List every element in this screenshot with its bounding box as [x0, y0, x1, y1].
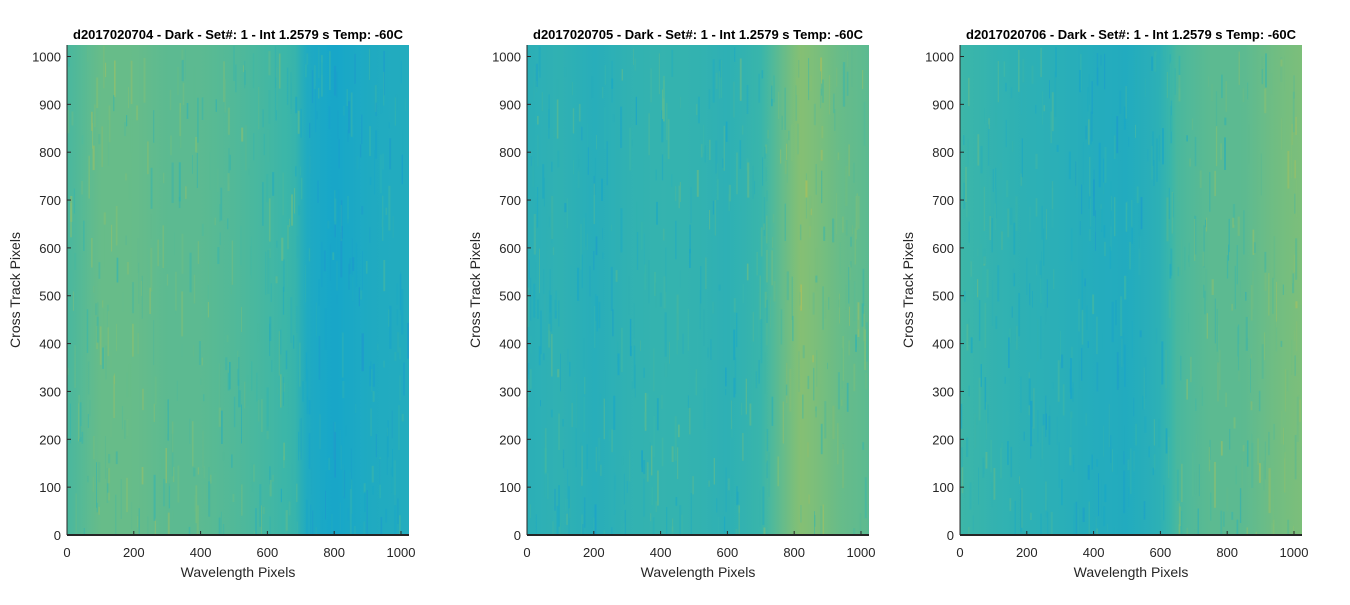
heatmap-noise — [67, 45, 409, 535]
x-tick-label: 200 — [583, 545, 605, 560]
x-tick-label: 1000 — [387, 545, 416, 560]
x-tick-label: 600 — [1150, 545, 1172, 560]
heatmap-noise — [527, 46, 869, 535]
y-tick-label: 1000 — [32, 49, 61, 64]
y-tick-label: 400 — [39, 337, 61, 352]
y-tick-label: 800 — [39, 145, 61, 160]
heatmap-panel-2: 0 200 400 600 800 1000 0 100 200 300 400 500 600 700 8… — [467, 27, 875, 580]
y-tick-label: 200 — [932, 432, 954, 447]
y-axis-label: Cross Track Pixels — [7, 232, 23, 348]
x-axis-label: Wavelength Pixels — [181, 564, 296, 580]
y-tick-label: 100 — [499, 480, 521, 495]
y-tick-label: 700 — [39, 193, 61, 208]
x-tick-label: 0 — [63, 545, 70, 560]
y-tick-label: 900 — [39, 97, 61, 112]
y-tick-label: 0 — [54, 528, 61, 543]
y-tick-label: 1000 — [492, 49, 521, 64]
y-tick-label: 400 — [932, 337, 954, 352]
y-tick-label: 500 — [499, 289, 521, 304]
y-tick-label: 500 — [932, 289, 954, 304]
x-tick-label: 400 — [190, 545, 212, 560]
chart-title: d2017020705 - Dark - Set#: 1 - Int 1.257… — [533, 27, 864, 42]
x-tick-label: 1000 — [1280, 545, 1309, 560]
y-tick-label: 100 — [39, 480, 61, 495]
y-tick-label: 900 — [499, 97, 521, 112]
y-axis-label: Cross Track Pixels — [467, 232, 483, 348]
y-tick-label: 1000 — [925, 49, 954, 64]
y-tick-label: 900 — [932, 97, 954, 112]
x-tick-label: 0 — [523, 545, 530, 560]
y-tick-label: 700 — [932, 193, 954, 208]
x-tick-label: 400 — [650, 545, 672, 560]
x-tick-label: 800 — [1216, 545, 1238, 560]
chart-title: d2017020706 - Dark - Set#: 1 - Int 1.257… — [966, 27, 1297, 42]
x-tick-label: 800 — [323, 545, 345, 560]
x-axis-label: Wavelength Pixels — [641, 564, 756, 580]
heatmap-panel-3: 0 200 400 600 800 1000 0 100 200 300 400 500 600 700 8… — [900, 27, 1308, 580]
y-axis-label: Cross Track Pixels — [900, 232, 916, 348]
y-tick-label: 300 — [932, 384, 954, 399]
x-tick-label: 400 — [1083, 545, 1105, 560]
y-tick-label: 800 — [499, 145, 521, 160]
y-tick-label: 300 — [499, 384, 521, 399]
y-tick-label: 300 — [39, 384, 61, 399]
x-axis-label: Wavelength Pixels — [1074, 564, 1189, 580]
y-tick-label: 700 — [499, 193, 521, 208]
y-tick-label: 200 — [499, 432, 521, 447]
y-tick-label: 500 — [39, 289, 61, 304]
y-tick-label: 0 — [514, 528, 521, 543]
y-tick-label: 200 — [39, 432, 61, 447]
heatmap-noise — [960, 47, 1302, 535]
y-tick-label: 600 — [932, 241, 954, 256]
x-tick-label: 200 — [1016, 545, 1038, 560]
chart-title: d2017020704 - Dark - Set#: 1 - Int 1.257… — [73, 27, 404, 42]
y-tick-label: 400 — [499, 337, 521, 352]
x-tick-label: 800 — [783, 545, 805, 560]
heatmap-image — [960, 45, 1302, 535]
y-tick-label: 0 — [947, 528, 954, 543]
y-tick-label: 800 — [932, 145, 954, 160]
heatmap-image — [67, 45, 409, 535]
x-tick-label: 600 — [717, 545, 739, 560]
y-tick-label: 600 — [499, 241, 521, 256]
heatmap-image — [527, 45, 869, 535]
heatmap-panel-1: 0 200 400 600 800 1000 0 100 200 300 400 500 600 700 8… — [7, 27, 415, 580]
x-tick-label: 1000 — [847, 545, 876, 560]
x-tick-label: 600 — [257, 545, 279, 560]
y-tick-label: 100 — [932, 480, 954, 495]
x-tick-label: 200 — [123, 545, 145, 560]
y-tick-label: 600 — [39, 241, 61, 256]
x-tick-label: 0 — [956, 545, 963, 560]
